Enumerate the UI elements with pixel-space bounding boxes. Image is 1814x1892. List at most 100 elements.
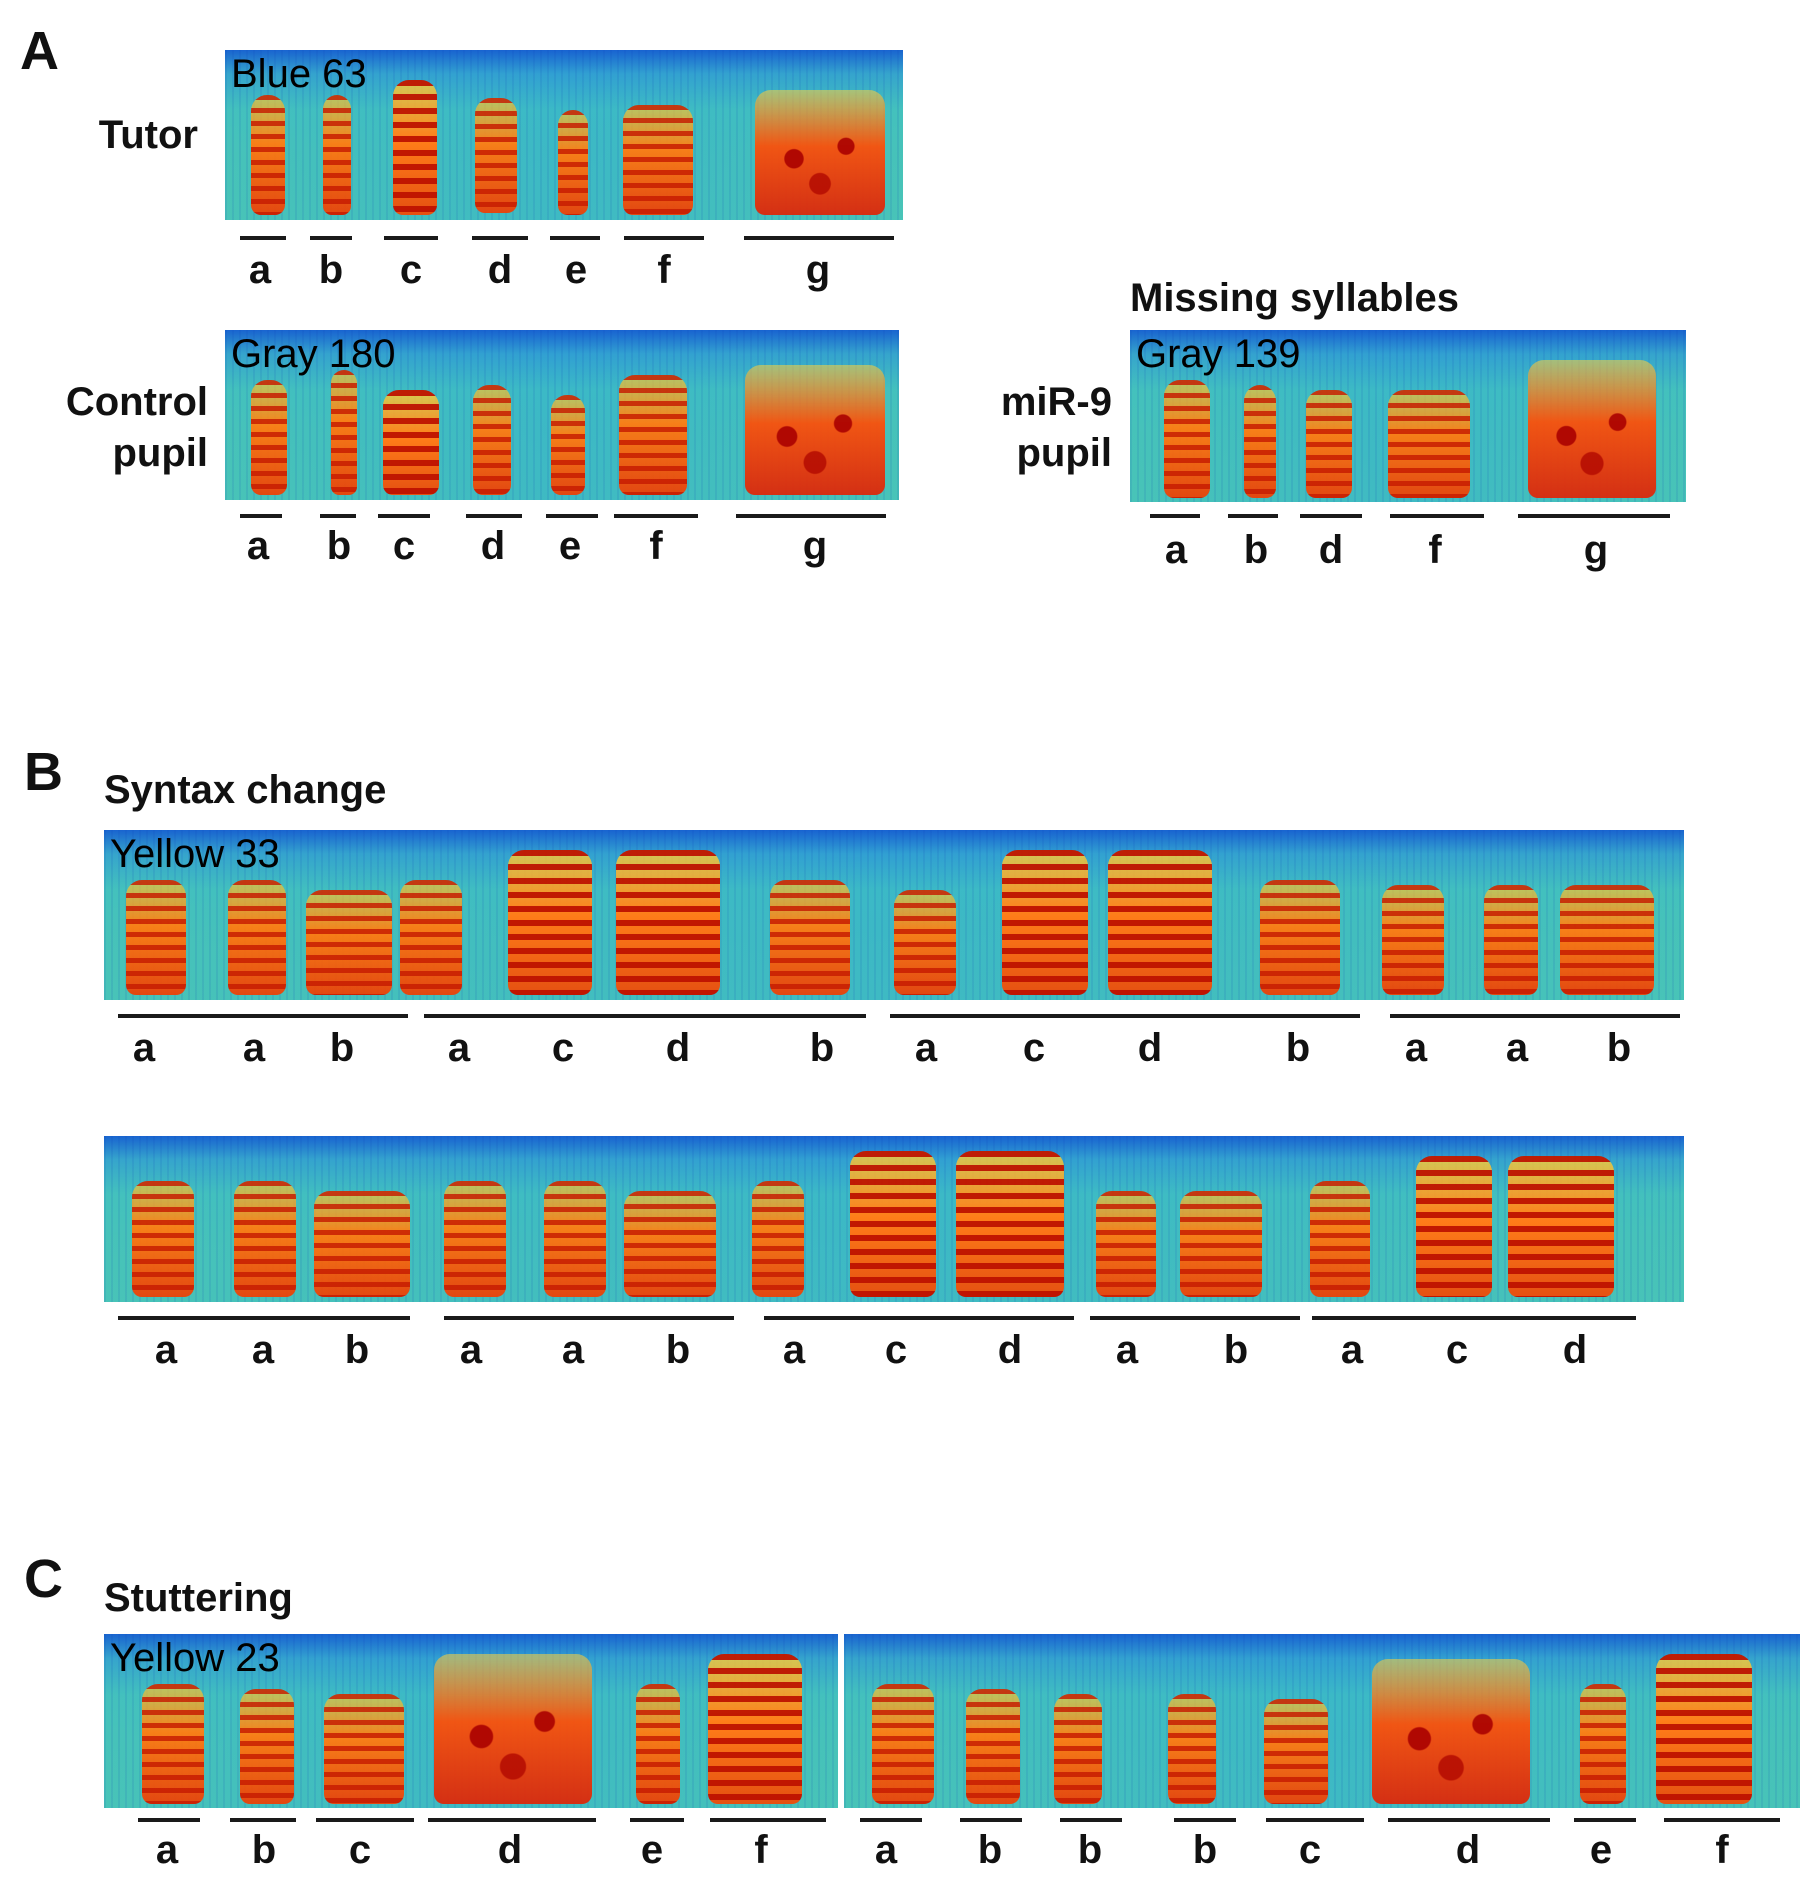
syllable-label: b: [251, 1828, 277, 1872]
syllable-label: c: [399, 248, 423, 292]
syllable-label: e: [564, 248, 588, 292]
syllable-blob: [850, 1151, 936, 1297]
syllable-label: a: [155, 1828, 179, 1872]
syllable-blob: [383, 390, 439, 495]
syllable-blob: [444, 1181, 506, 1297]
segment-line: [1174, 1818, 1236, 1822]
syllable-label: b: [318, 248, 344, 292]
syllable-blob: [616, 850, 720, 995]
syllable-label: a: [132, 1026, 156, 1070]
syllable-label: d: [1318, 528, 1344, 572]
syllable-blob: [636, 1684, 680, 1804]
syntax-spectrogram-row2: [104, 1136, 1684, 1302]
syllable-blob: [544, 1181, 606, 1297]
syllable-blob: [1306, 390, 1352, 498]
segment-line: [1390, 1014, 1680, 1018]
syllable-blob: [306, 890, 392, 995]
syllable-label: f: [754, 1828, 768, 1872]
syllable-blob: [1484, 885, 1538, 995]
mir9-pupil-label-line1: miR-9: [1000, 380, 1112, 424]
segment-line: [1518, 514, 1670, 518]
control-pupil-label-line2: pupil: [112, 431, 208, 476]
syllable-label: a: [1404, 1026, 1428, 1070]
syllable-blob: [752, 1181, 804, 1297]
syllable-blob: [251, 380, 287, 495]
syllable-label: a: [251, 1328, 275, 1372]
syllable-blob: [966, 1689, 1020, 1804]
syllable-blob: [1260, 880, 1340, 995]
segment-line: [860, 1818, 922, 1822]
syllable-label: b: [329, 1026, 355, 1070]
segment-line: [316, 1818, 414, 1822]
syllable-blob: [324, 1694, 404, 1804]
syllable-label: a: [459, 1328, 483, 1372]
syllable-blob: [434, 1654, 592, 1804]
control-pupil-spectrogram: Gray 180: [225, 330, 899, 500]
syllable-label: c: [551, 1026, 575, 1070]
syllable-blob: [314, 1191, 410, 1297]
syllable-blob: [1310, 1181, 1370, 1297]
syllable-label: g: [802, 524, 828, 568]
syllable-blob: [323, 95, 351, 215]
mir9-pupil-spectrogram: Gray 139: [1130, 330, 1686, 502]
syllable-blob: [1388, 390, 1470, 498]
syllable-label: b: [1192, 1828, 1218, 1872]
syllable-label: d: [1455, 1828, 1481, 1872]
syllable-label: a: [1164, 528, 1188, 572]
segment-line: [230, 1818, 296, 1822]
segment-line: [1312, 1316, 1636, 1320]
segment-line: [1228, 514, 1278, 518]
syllable-label: b: [1077, 1828, 1103, 1872]
syllable-blob: [623, 105, 693, 215]
syllable-label: a: [248, 248, 272, 292]
segment-line: [1060, 1818, 1122, 1822]
bird-id-label: Yellow 33: [110, 832, 280, 876]
segment-line: [240, 236, 286, 240]
syllable-blob: [1054, 1694, 1102, 1804]
syllable-label: f: [1715, 1828, 1729, 1872]
syllable-blob: [234, 1181, 296, 1297]
segment-line: [1090, 1316, 1300, 1320]
tutor-label: Tutor: [98, 113, 198, 157]
syllable-blob: [132, 1181, 194, 1297]
syllable-blob: [956, 1151, 1064, 1297]
syllable-label: a: [154, 1328, 178, 1372]
bird-id-label: Yellow 23: [110, 1636, 280, 1680]
syllable-label: f: [1428, 528, 1442, 572]
syllable-blob: [393, 80, 437, 215]
syllable-blob: [508, 850, 592, 995]
segment-line: [1574, 1818, 1636, 1822]
syllable-label: d: [1137, 1026, 1163, 1070]
syllable-blob: [251, 95, 285, 215]
syllable-label: b: [344, 1328, 370, 1372]
syllable-blob: [475, 98, 517, 213]
segment-line: [1390, 514, 1484, 518]
segment-line: [138, 1818, 200, 1822]
syllable-blob: [1096, 1191, 1156, 1297]
syllable-blob: [126, 880, 186, 995]
syllable-label: e: [640, 1828, 664, 1872]
syllable-label: d: [497, 1828, 523, 1872]
syllable-blob: [1372, 1659, 1530, 1804]
mir9-pupil-label: miR-9 pupil: [1001, 377, 1112, 479]
syllable-label: f: [649, 524, 663, 568]
syllable-label: e: [1589, 1828, 1613, 1872]
segment-line: [1388, 1818, 1550, 1822]
syllable-label: g: [1583, 528, 1609, 572]
segment-line: [472, 236, 528, 240]
segment-line: [118, 1014, 408, 1018]
syntax-change-title: Syntax change: [104, 768, 387, 812]
syllable-label: a: [874, 1828, 898, 1872]
syllable-blob: [228, 880, 286, 995]
syllable-label: c: [392, 524, 416, 568]
syllable-label: a: [561, 1328, 585, 1372]
syllable-label: d: [665, 1026, 691, 1070]
segment-line: [1150, 514, 1200, 518]
syllable-label: a: [914, 1026, 938, 1070]
syllable-label: d: [1562, 1328, 1588, 1372]
segment-line: [764, 1316, 1074, 1320]
segment-line: [614, 514, 698, 518]
syllable-label: a: [1505, 1026, 1529, 1070]
syllable-label: a: [242, 1026, 266, 1070]
segment-line: [320, 514, 356, 518]
